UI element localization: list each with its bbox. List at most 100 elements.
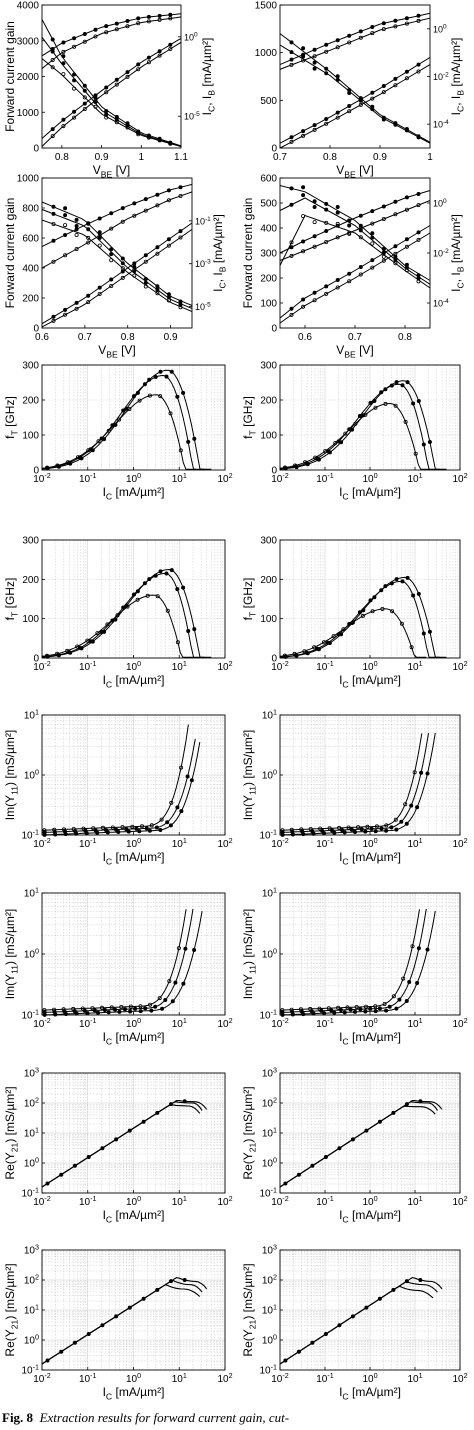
- current-marker: [301, 239, 306, 244]
- x-tick-label: 10-1: [79, 659, 97, 673]
- current-marker: [301, 133, 306, 138]
- y-axis-label: fT [GHz]: [241, 578, 258, 621]
- im-curve: [41, 742, 201, 836]
- current-marker: [166, 188, 171, 193]
- y-tick-label: 100: [24, 1156, 39, 1170]
- gain-marker: [61, 72, 66, 77]
- x-tick-label: 10-2: [271, 1194, 289, 1208]
- current-curve: [41, 37, 182, 139]
- ft-marker: [45, 465, 50, 470]
- re-curve: [41, 1101, 203, 1188]
- gain-marker: [404, 268, 409, 273]
- ft-marker: [117, 417, 122, 422]
- panel-ft-c: 10-2 10-1 100 101 102 0 100 200 300 IC [mA/µm²] fT…: [3, 536, 233, 690]
- current-marker: [157, 53, 162, 58]
- ft-marker: [175, 394, 180, 399]
- ft-marker: [125, 604, 130, 609]
- current-marker: [86, 293, 91, 298]
- y-tick-label: 100: [24, 1333, 39, 1347]
- im-marker: [137, 829, 142, 834]
- im-marker: [84, 831, 89, 836]
- ft-marker: [105, 622, 110, 627]
- x-tick-label: 100: [126, 1016, 141, 1030]
- gain-marker: [63, 223, 68, 228]
- y-tick-label: 103: [24, 1066, 39, 1080]
- x-axis-label: IC [mA/µm²]: [103, 1208, 165, 1225]
- ft-marker: [99, 630, 104, 635]
- gain-marker: [324, 207, 329, 212]
- x-tick-label: 10-2: [33, 1016, 51, 1030]
- gain-marker: [51, 211, 56, 216]
- current-marker: [289, 139, 294, 144]
- im-marker: [42, 832, 47, 837]
- ft-marker: [416, 398, 421, 403]
- ft-marker: [65, 460, 70, 465]
- x-tick-label: 100: [126, 1194, 141, 1208]
- ft-marker: [341, 627, 346, 632]
- current-marker: [335, 38, 340, 43]
- gain-marker: [289, 40, 294, 45]
- ft-marker: [106, 428, 111, 433]
- y2-tick-label: 100: [433, 24, 447, 35]
- x-tick-label: 0.6: [35, 332, 49, 343]
- x-tick-label: 0.8: [55, 152, 69, 163]
- im-marker: [192, 948, 197, 953]
- current-marker: [97, 216, 102, 221]
- current-marker: [358, 97, 363, 102]
- im-marker: [139, 824, 144, 829]
- gain-marker: [312, 66, 317, 71]
- im-marker: [326, 1006, 331, 1011]
- im-marker: [412, 770, 417, 775]
- ft-marker: [155, 594, 160, 599]
- im-marker: [185, 774, 190, 779]
- y-axis-label: Im(Y11) [mS/µm²]: [3, 909, 20, 1000]
- current-marker: [289, 135, 294, 140]
- current-marker: [97, 291, 102, 296]
- y-tick-label: 100: [24, 768, 39, 782]
- im-marker: [110, 825, 115, 830]
- x-tick-label: 102: [452, 1371, 467, 1385]
- current-marker: [358, 226, 363, 231]
- current-marker: [393, 83, 398, 88]
- y-axis-label: fT [GHz]: [241, 396, 258, 439]
- gain-marker: [109, 258, 114, 263]
- current-marker: [82, 39, 87, 44]
- ft-marker: [142, 581, 147, 586]
- gain-marker: [143, 276, 148, 281]
- current-marker: [120, 206, 125, 211]
- ft-marker: [282, 653, 287, 658]
- current-marker: [120, 219, 125, 224]
- ft-marker: [411, 401, 416, 406]
- x-tick-label: 102: [452, 1194, 467, 1208]
- im-marker: [373, 1004, 378, 1009]
- gain-marker: [335, 74, 340, 79]
- ft-marker: [158, 394, 163, 399]
- current-marker: [50, 127, 55, 132]
- ft-marker: [192, 627, 197, 632]
- im-marker: [301, 832, 306, 837]
- y-tick-label: 10-1: [259, 1363, 277, 1377]
- x-tick-label: 1.1: [174, 152, 188, 163]
- y-axis-label: Forward current gain: [241, 198, 255, 309]
- im-marker: [109, 1005, 114, 1010]
- gain-marker: [104, 115, 109, 120]
- ft-marker: [394, 577, 399, 582]
- re-marker: [418, 1278, 423, 1283]
- y-axis-label: Im(Y11) [mS/µm²]: [241, 909, 258, 1000]
- current-marker: [404, 76, 409, 81]
- x-tick-label: 10-1: [79, 836, 97, 850]
- y-tick-label: 102: [262, 1273, 277, 1287]
- im-curve: [279, 732, 436, 836]
- im-curve: [41, 738, 196, 833]
- re-curve: [279, 1285, 434, 1365]
- gain-marker: [312, 204, 317, 209]
- ft-marker: [85, 638, 90, 643]
- im-marker: [415, 981, 420, 986]
- ft-marker: [76, 455, 81, 460]
- current-marker: [63, 232, 68, 237]
- gain-marker: [178, 305, 183, 310]
